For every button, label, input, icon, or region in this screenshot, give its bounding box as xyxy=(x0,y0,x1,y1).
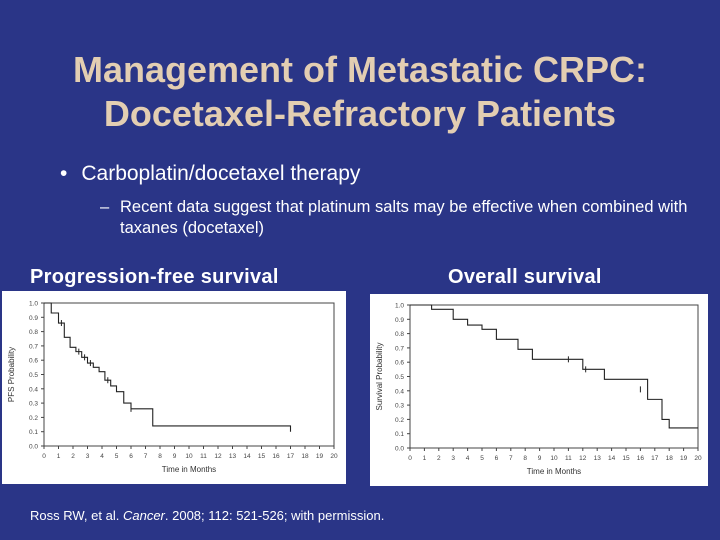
os-xtick-label: 4 xyxy=(466,455,470,462)
pfs-ytick-label: 0.7 xyxy=(29,343,38,350)
pfs-ytick-label: 1.0 xyxy=(29,301,38,308)
pfs-ytick-label: 0.5 xyxy=(29,372,38,379)
os-chart-svg: 0.00.10.20.30.40.50.60.70.80.91.00 1 2 3 4 5 6… xyxy=(375,303,702,477)
os-xtick-label: 1 xyxy=(423,455,427,462)
pfs-xtick-label: 2 xyxy=(71,453,75,460)
pfs-xtick-label: 18 xyxy=(301,453,309,460)
pfs-ytick-label: 0.1 xyxy=(29,429,38,436)
os-ytick-label: 0.1 xyxy=(395,431,404,438)
title-line-1: Management of Metastatic CRPC: xyxy=(72,49,648,90)
pfs-xtick-label: 20 xyxy=(330,453,338,460)
pfs-xtick-label: 1 xyxy=(57,453,61,460)
pfs-survival-curve xyxy=(44,302,292,432)
citation: Ross RW, et al. Cancer. 2008; 112: 521-5… xyxy=(30,508,384,523)
slide-title: Management of Metastatic CRPC: Docetaxel… xyxy=(0,48,720,136)
os-xtick-label: 17 xyxy=(651,455,659,462)
pfs-xtick-label: 16 xyxy=(272,453,280,460)
os-ytick-label: 0.6 xyxy=(395,360,404,367)
os-xtick-label: 3 xyxy=(451,455,455,462)
citation-prefix: Ross RW, et al. xyxy=(30,508,123,523)
pfs-panel-title: Progression-free survival xyxy=(30,266,279,288)
pfs-xtick-label: 10 xyxy=(185,453,193,460)
main-bullet-text: Carboplatin/docetaxel therapy xyxy=(81,162,361,185)
os-xtick-label: 20 xyxy=(694,455,702,462)
pfs-yaxis-label: PFS Probability xyxy=(7,347,16,402)
os-xtick-label: 8 xyxy=(523,455,527,462)
pfs-chart-svg: 0.00.10.20.30.40.50.60.70.80.91.00 1 2 3 4 5 6… xyxy=(7,301,338,475)
pfs-ytick-label: 0.9 xyxy=(29,315,38,322)
citation-journal: Cancer xyxy=(122,508,165,523)
os-yaxis-label: Survival Probability xyxy=(375,342,384,410)
os-xtick-label: 2 xyxy=(437,455,441,462)
pfs-xtick-label: 0 xyxy=(42,453,46,460)
os-xtick-label: 16 xyxy=(637,455,645,462)
pfs-ytick-label: 0.0 xyxy=(29,444,38,451)
pfs-xtick-label: 19 xyxy=(316,453,324,460)
os-xtick-label: 12 xyxy=(579,455,587,462)
pfs-ytick-label: 0.6 xyxy=(29,358,38,365)
os-survival-curve xyxy=(410,304,698,429)
os-ytick-label: 0.0 xyxy=(395,446,404,453)
os-xtick-label: 13 xyxy=(594,455,602,462)
pfs-xtick-label: 17 xyxy=(287,453,295,460)
os-xtick-label: 14 xyxy=(608,455,616,462)
pfs-xtick-label: 9 xyxy=(173,453,177,460)
title-line-2: Docetaxel-Refractory Patients xyxy=(103,93,617,134)
os-xtick-label: 10 xyxy=(550,455,558,462)
pfs-xtick-label: 4 xyxy=(100,453,104,460)
pfs-xtick-label: 7 xyxy=(144,453,148,460)
sub-bullet-marker: – xyxy=(100,198,110,216)
os-plot-frame xyxy=(409,304,699,449)
os-xtick-label: 11 xyxy=(565,455,572,462)
os-chart: 0.0 0.1 0.2 0.3 0.4 0.5 0.6 0.7 0.8 0.9 1.0 0 1 2 3 4 5 6… xyxy=(370,294,708,486)
bullet-marker: • xyxy=(60,162,68,185)
os-xtick-label: 19 xyxy=(680,455,688,462)
os-ytick-label: 0.9 xyxy=(395,317,404,324)
os-ytick-label: 0.4 xyxy=(395,388,404,395)
os-xaxis-label: Time in Months xyxy=(527,467,581,476)
pfs-xaxis-label: Time in Months xyxy=(162,465,216,474)
os-panel-title: Overall survival xyxy=(448,266,602,288)
citation-suffix: . 2008; 112: 521-526; with permission. xyxy=(164,508,385,523)
os-ytick-label: 1.0 xyxy=(395,303,404,310)
pfs-xtick-label: 13 xyxy=(229,453,237,460)
os-ytick-label: 0.3 xyxy=(395,403,404,410)
pfs-xtick-label: 3 xyxy=(86,453,90,460)
pfs-plot-frame xyxy=(43,302,335,447)
pfs-xtick-label: 8 xyxy=(158,453,162,460)
os-xtick-label: 0 xyxy=(408,455,412,462)
pfs-ytick-label: 0.8 xyxy=(29,329,38,336)
os-ytick-label: 0.5 xyxy=(395,374,404,381)
pfs-chart: 0.0 0.1 0.2 0.3 0.4 0.5 0.6 0.7 0.8 0.9 1.0 0 1 2 3 4 5 6… xyxy=(2,291,346,484)
pfs-ytick-label: 0.2 xyxy=(29,415,38,422)
os-ytick-label: 0.7 xyxy=(395,345,404,352)
os-ytick-label: 0.8 xyxy=(395,331,404,338)
pfs-xtick-label: 6 xyxy=(129,453,133,460)
pfs-xtick-label: 11 xyxy=(200,453,207,460)
os-xtick-label: 9 xyxy=(538,455,542,462)
os-xtick-label: 6 xyxy=(495,455,499,462)
os-xtick-label: 15 xyxy=(622,455,630,462)
sub-bullet-text: Recent data suggest that platinum salts … xyxy=(120,198,688,237)
os-ytick-label: 0.2 xyxy=(395,417,404,424)
pfs-xtick-label: 15 xyxy=(258,453,266,460)
sub-bullet: – Recent data suggest that platinum salt… xyxy=(100,197,700,239)
os-xtick-label: 5 xyxy=(480,455,484,462)
os-xtick-label: 7 xyxy=(509,455,513,462)
pfs-ytick-label: 0.4 xyxy=(29,386,38,393)
pfs-xtick-label: 12 xyxy=(214,453,222,460)
pfs-xtick-label: 14 xyxy=(243,453,251,460)
pfs-xtick-label: 5 xyxy=(115,453,119,460)
os-xtick-label: 18 xyxy=(666,455,674,462)
main-bullet: • Carboplatin/docetaxel therapy xyxy=(60,162,360,186)
pfs-ytick-label: 0.3 xyxy=(29,401,38,408)
